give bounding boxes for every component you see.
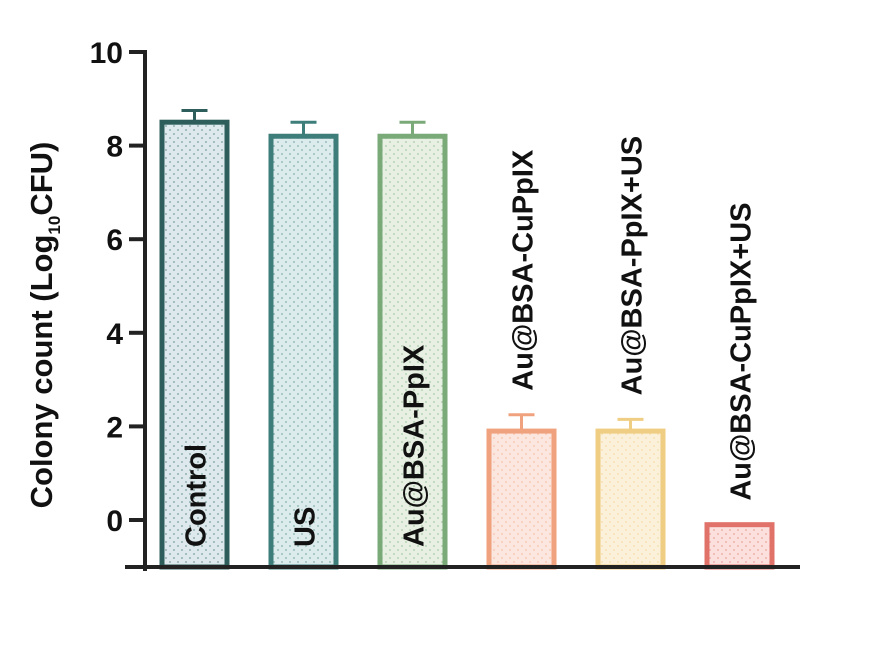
y-tick-label-2: 2 — [106, 411, 123, 444]
axes-layer: 0 2 4 6 8 10 — [90, 37, 800, 571]
bar-5 — [704, 522, 775, 570]
labels-layer: Control US Au@BSA-PpIX Au@BSA-CuPpIX Au@BSA-… — [181, 136, 758, 547]
bar-label-1: US — [290, 507, 322, 547]
y-tick-label-4: 4 — [106, 318, 123, 351]
y-tick-label-10: 10 — [90, 37, 123, 70]
bar-label-3: Au@BSA-CuPpIX — [508, 149, 540, 391]
bar-1 — [268, 133, 339, 570]
y-tick-label-8: 8 — [106, 131, 123, 164]
bar-4 — [595, 428, 666, 570]
bar-label-5: Au@BSA-CuPpIX+US — [726, 203, 758, 501]
bars-layer — [159, 109, 775, 570]
bar-label-2: Au@BSA-PpIX — [399, 344, 431, 547]
y-axis-title-main: Colony count (Log — [24, 235, 59, 509]
y-axis-title-subscript: 10 — [45, 216, 64, 235]
bar-3 — [486, 428, 557, 570]
y-axis-title-tail: CFU) — [24, 142, 59, 216]
y-tick-label-6: 6 — [106, 224, 123, 257]
bar-label-4: Au@BSA-PpIX+US — [617, 136, 649, 396]
y-tick-label-0: 0 — [106, 505, 123, 538]
y-axis-title: Colony count (Log10CFU) — [24, 142, 64, 509]
bar-label-0: Control — [181, 444, 213, 547]
